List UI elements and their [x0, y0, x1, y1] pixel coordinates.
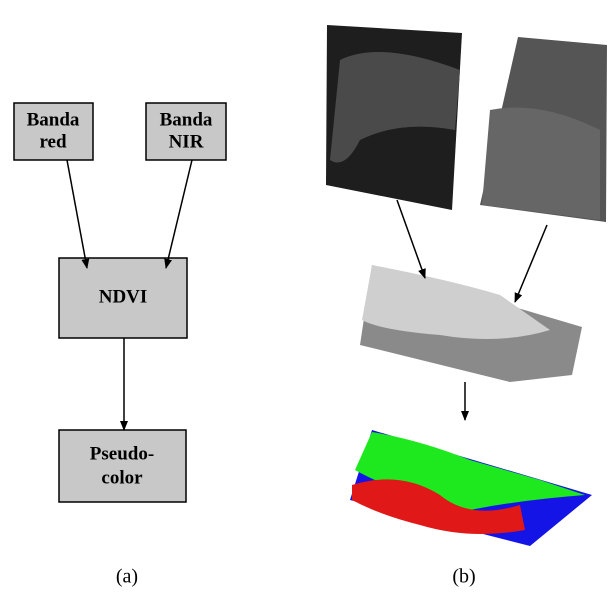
caption: (b): [452, 566, 475, 588]
node-label: Banda: [27, 109, 80, 130]
node-label: color: [101, 467, 143, 488]
node-box: [59, 430, 186, 502]
diagram: Banda red Banda NIR NDVI Pseudo- color (…: [0, 0, 611, 595]
arrow: [515, 225, 547, 302]
node-label: NDVI: [99, 286, 148, 307]
arrow: [67, 160, 87, 268]
arrow: [397, 200, 425, 278]
node-label: NIR: [169, 131, 204, 152]
node-label: Pseudo-: [90, 443, 154, 464]
node-label: Banda: [160, 109, 213, 130]
node-label: red: [39, 131, 67, 152]
arrow: [166, 160, 192, 268]
caption: (a): [116, 566, 138, 588]
image-detail: [482, 108, 600, 221]
image-detail: [362, 265, 550, 339]
